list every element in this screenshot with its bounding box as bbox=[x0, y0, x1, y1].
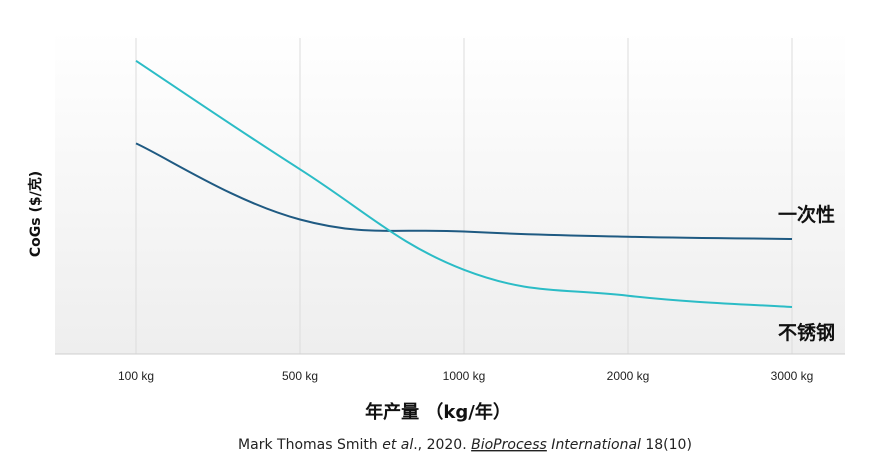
citation-author: Mark Thomas Smith bbox=[238, 437, 382, 453]
series-label-0: 一次性 bbox=[778, 203, 835, 226]
x-tick-label-3: 2000 kg bbox=[607, 369, 650, 383]
citation-etal: et al bbox=[382, 437, 413, 453]
citation-year: ., 2020. bbox=[413, 437, 471, 453]
citation-journal-b: International bbox=[547, 437, 641, 453]
series-line-1 bbox=[135, 59, 793, 308]
citation-journal-a: BioProcess bbox=[471, 437, 547, 453]
x-tick-labels: 100 kg 500 kg 1000 kg 2000 kg 3000 kg bbox=[118, 369, 813, 383]
x-axis-title: 年产量 （kg/年） bbox=[365, 401, 511, 423]
citation-volume: 18(10) bbox=[641, 437, 692, 453]
citation: Mark Thomas Smith et al., 2020. BioProce… bbox=[238, 437, 692, 453]
x-tick-label-0: 100 kg bbox=[118, 369, 154, 383]
grid-lines bbox=[135, 38, 793, 354]
series-group bbox=[135, 59, 793, 308]
y-axis-title: CoGs ($/克) bbox=[27, 171, 44, 257]
x-tick-label-2: 1000 kg bbox=[443, 369, 486, 383]
series-label-1: 不锈钢 bbox=[778, 322, 835, 344]
x-tick-label-4: 3000 kg bbox=[771, 369, 814, 383]
series-line-0 bbox=[135, 142, 793, 240]
x-tick-label-1: 500 kg bbox=[282, 369, 318, 383]
plot-background bbox=[55, 30, 845, 354]
